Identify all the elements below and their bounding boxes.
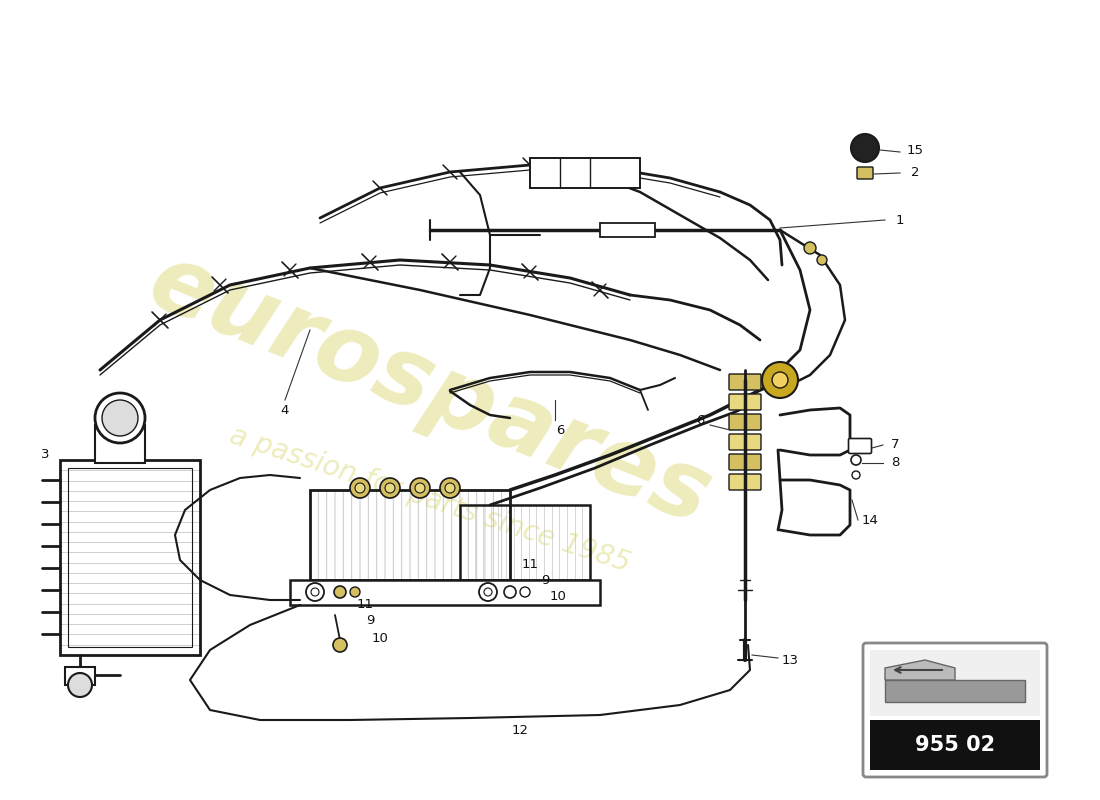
Circle shape <box>385 483 395 493</box>
Text: 14: 14 <box>861 514 879 526</box>
Text: 2: 2 <box>911 166 920 178</box>
Circle shape <box>762 362 798 398</box>
Circle shape <box>350 478 370 498</box>
Text: 10: 10 <box>550 590 566 603</box>
Circle shape <box>484 588 492 596</box>
Text: 9: 9 <box>541 574 549 586</box>
Text: 10: 10 <box>372 631 388 645</box>
Text: 15: 15 <box>906 143 924 157</box>
Bar <box>60 460 200 655</box>
FancyBboxPatch shape <box>729 414 761 430</box>
Bar <box>886 680 1025 702</box>
Circle shape <box>772 372 788 388</box>
Circle shape <box>852 471 860 479</box>
Bar <box>600 223 654 237</box>
Circle shape <box>851 455 861 465</box>
Bar <box>870 720 1040 770</box>
FancyBboxPatch shape <box>729 374 761 390</box>
FancyBboxPatch shape <box>729 394 761 410</box>
Circle shape <box>334 586 346 598</box>
Circle shape <box>804 242 816 254</box>
Circle shape <box>415 483 425 493</box>
Text: 13: 13 <box>781 654 799 666</box>
Circle shape <box>379 478 400 498</box>
Circle shape <box>440 478 460 498</box>
Text: 6: 6 <box>696 414 704 426</box>
FancyBboxPatch shape <box>729 454 761 470</box>
Circle shape <box>102 400 138 436</box>
Text: 11: 11 <box>521 558 539 571</box>
Circle shape <box>817 255 827 265</box>
Bar <box>530 158 640 188</box>
Circle shape <box>478 583 497 601</box>
Text: 6: 6 <box>556 423 564 437</box>
Circle shape <box>851 134 879 162</box>
Bar <box>870 650 1040 716</box>
Circle shape <box>350 587 360 597</box>
Circle shape <box>333 638 346 652</box>
Circle shape <box>306 583 324 601</box>
Circle shape <box>504 586 516 598</box>
Bar <box>65 667 95 685</box>
Bar <box>95 425 145 463</box>
FancyBboxPatch shape <box>864 643 1047 777</box>
Text: 4: 4 <box>280 403 289 417</box>
Circle shape <box>311 588 319 596</box>
Text: a passion for parts since 1985: a passion for parts since 1985 <box>227 422 634 578</box>
Circle shape <box>68 673 92 697</box>
Circle shape <box>446 483 455 493</box>
Text: 1: 1 <box>895 214 904 226</box>
Bar <box>460 505 590 580</box>
Bar <box>310 490 510 580</box>
Bar <box>290 580 600 605</box>
Circle shape <box>520 587 530 597</box>
Text: 12: 12 <box>512 723 528 737</box>
Circle shape <box>95 393 145 443</box>
Text: 11: 11 <box>356 598 374 611</box>
Polygon shape <box>886 660 955 680</box>
FancyBboxPatch shape <box>848 438 871 454</box>
FancyBboxPatch shape <box>729 474 761 490</box>
Text: 3: 3 <box>41 449 50 462</box>
Text: eurospares: eurospares <box>135 235 724 545</box>
Bar <box>68 468 192 647</box>
FancyBboxPatch shape <box>729 434 761 450</box>
Circle shape <box>410 478 430 498</box>
Text: 955 02: 955 02 <box>915 734 996 754</box>
Text: 7: 7 <box>891 438 900 451</box>
Text: 9: 9 <box>366 614 374 626</box>
Text: 8: 8 <box>891 457 899 470</box>
Circle shape <box>355 483 365 493</box>
FancyBboxPatch shape <box>857 167 873 179</box>
